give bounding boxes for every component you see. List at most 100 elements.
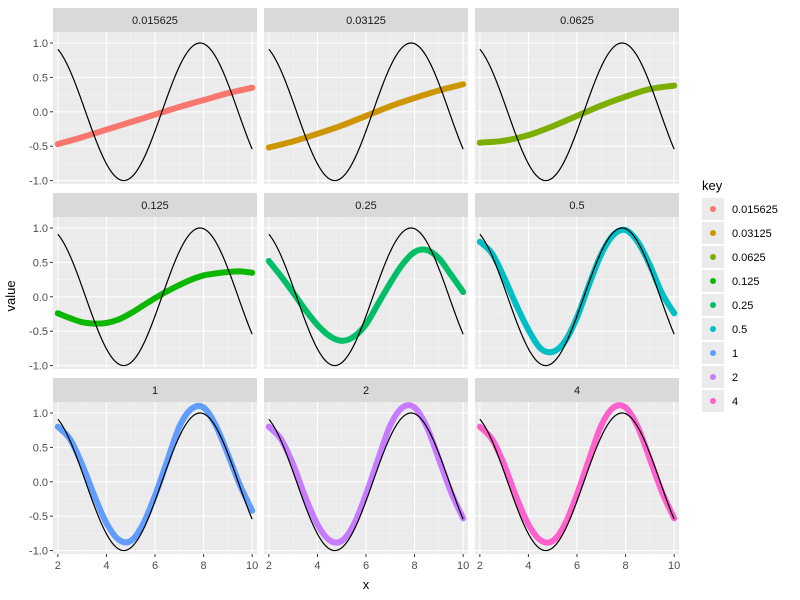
data-point [127,119,134,126]
grid-lines [53,32,257,184]
data-point [326,537,333,544]
legend-label: 0.0625 [732,252,766,264]
data-point [237,268,243,275]
data-point [671,310,678,317]
facet-panel-0.125: 0.125 [53,193,257,369]
grid-lines [264,217,468,369]
reference-line [268,227,464,367]
data-point [103,126,110,133]
facet-strip [264,193,468,217]
y-tick-label: 1.0 [33,38,48,50]
data-point [265,144,272,151]
data-point [435,255,442,262]
data-point [513,493,520,500]
data-point [278,273,284,280]
data-point [188,405,195,412]
facet-strip-label: 0.25 [355,200,376,212]
data-point [314,130,321,137]
y-tick-label: -0.5 [29,511,48,523]
facet-panel-1: 1 [53,378,257,554]
reference-line [479,42,675,182]
facet-panel-0.03125: 0.03125 [264,8,468,184]
data-point [525,132,532,139]
y-tick-label: -1.0 [29,546,48,558]
grid-lines [475,402,679,554]
facet-panel-0.5: 0.5 [475,193,679,369]
data-point [152,295,158,302]
facet-panel-4: 4 [475,378,679,554]
legend-entry-1: 1 [702,342,738,364]
data-point [290,138,297,145]
data-point [501,274,508,281]
facet-strip [475,8,679,32]
legend-entry-2: 2 [702,366,738,388]
legend-key-dot [710,230,716,236]
data-point [224,90,231,97]
data-point [598,102,605,109]
data-point [622,93,629,100]
data-point [387,422,394,429]
data-point [164,288,171,295]
data-point [249,269,256,276]
facet-panel-0.015625: 0.015625 [53,8,257,184]
data-point [338,537,345,544]
y-tick-label: -1.0 [29,361,48,373]
x-tick-label: 8 [201,560,207,572]
data-point [375,300,382,307]
y-tick-label: 0.0 [33,477,48,489]
facet-strip [475,193,679,217]
data-point [513,302,520,309]
data-point [188,276,195,283]
data-point [476,238,483,245]
legend-entry-4: 4 [702,390,738,412]
data-point [176,103,183,110]
legend-entry-0.0625: 0.0625 [702,246,766,268]
facet-strip-label: 0.0625 [560,15,594,27]
data-point [659,290,665,297]
legend: key 0.015625 0.03125 0.0625 0.125 0.25 0.5 1 2 4 [702,178,778,412]
facet-panels: 0.015625 0.03125 0.0625 0.125 0.25 0.5 1 2 4 [53,8,679,554]
data-point [671,82,678,89]
legend-key-dot [710,326,716,332]
data-point [460,81,467,88]
facet-strip-label: 0.03125 [346,15,386,27]
x-tick-label: 10 [668,560,680,572]
data-point [139,302,146,309]
x-tick-label: 2 [266,560,272,572]
legend-entry-0.25: 0.25 [702,294,753,316]
facet-strip-label: 0.125 [141,200,169,212]
facet-strip [475,378,679,402]
data-point [54,423,61,430]
x-tick-label: 10 [246,560,258,572]
data-point [411,249,418,256]
x-tick-label: 2 [477,560,483,572]
facet-strip-label: 1 [152,385,158,397]
data-point [103,319,110,326]
legend-label: 0.03125 [732,228,772,240]
data-point [363,112,369,119]
y-tick-label: 1.0 [33,408,48,420]
grid-lines [475,32,679,184]
legend-label: 0.25 [732,300,753,312]
data-point [326,332,333,339]
x-tick-label: 2 [55,560,61,572]
legend-key-dot [710,398,716,404]
x-tick-label: 6 [574,560,580,572]
data-point [290,461,297,468]
reference-line [57,42,253,182]
data-point [302,493,309,500]
facet-strip [53,8,257,32]
facet-strip-label: 0.015625 [132,15,178,27]
data-point [91,492,98,499]
x-tick-label: 8 [623,560,629,572]
x-axis-title: x [363,577,370,592]
reference-line [479,227,675,367]
reference-line [268,42,464,182]
data-point [249,507,256,514]
data-point [200,272,207,279]
legend-label: 0.5 [732,324,747,336]
data-point [399,261,406,268]
x-tick-label: 4 [314,560,320,572]
x-tick-label: 4 [525,560,531,572]
legend-label: 1 [732,348,738,360]
